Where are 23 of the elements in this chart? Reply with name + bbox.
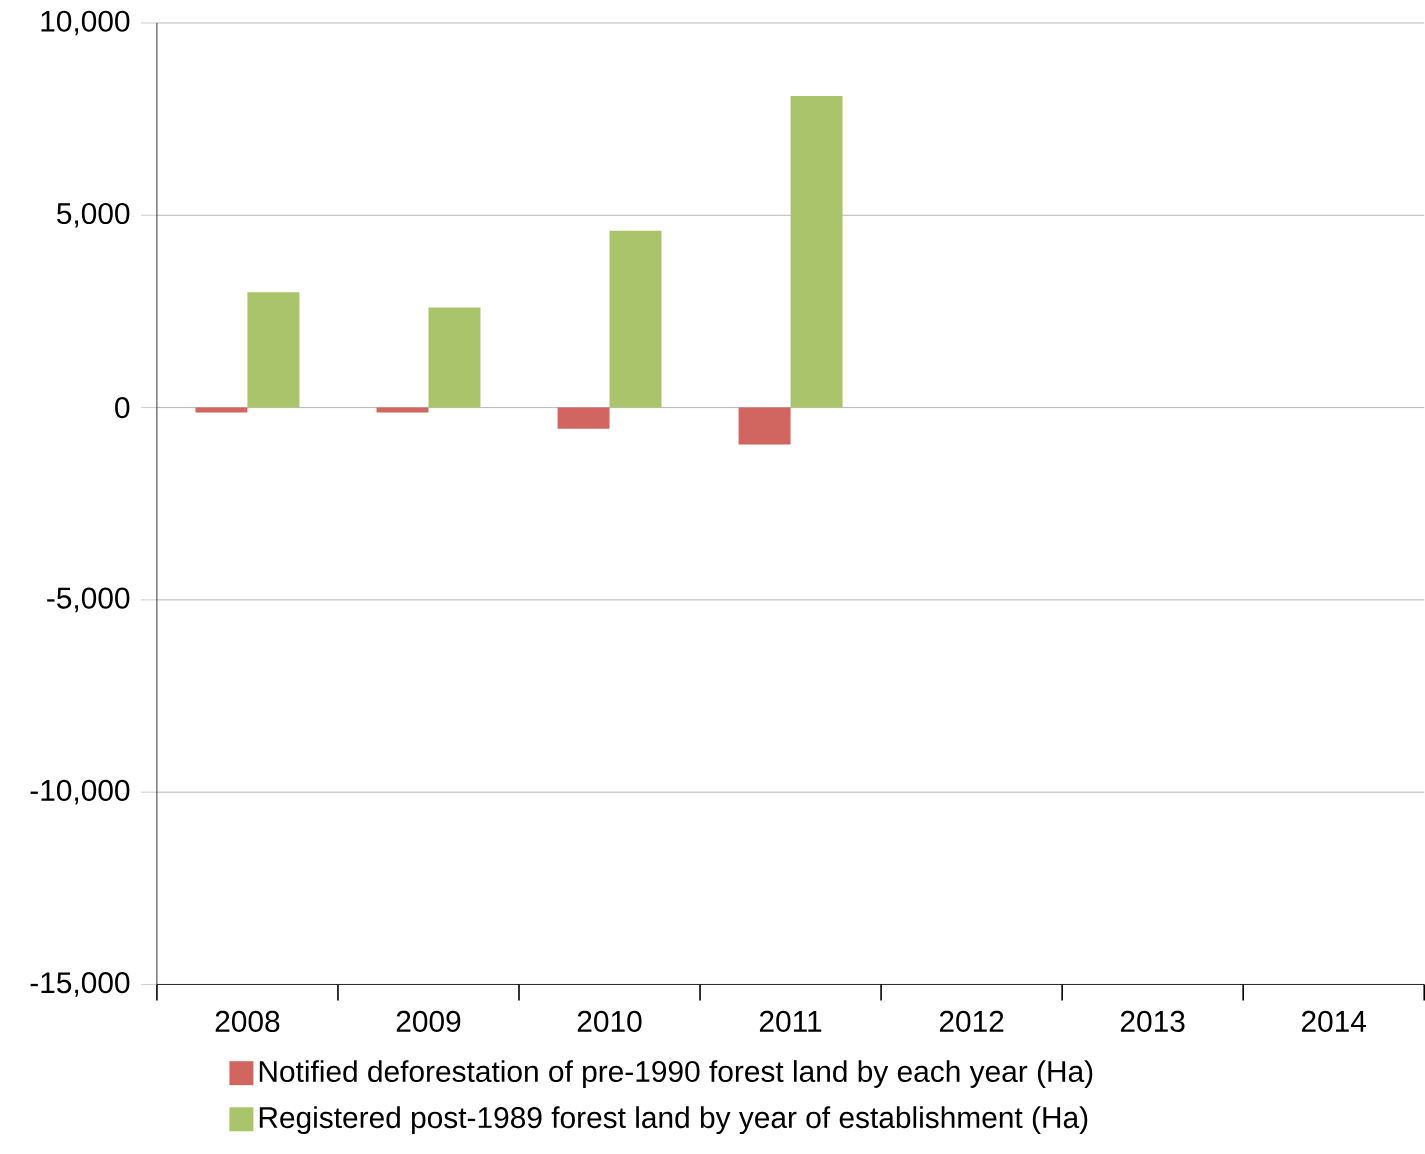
legend-label: Notified deforestation of pre-1990 forest land by each year (Ha)	[259, 1059, 1093, 1088]
x-tick-label: 2012	[939, 1010, 1004, 1032]
legend-label: Registered post-1989 forest land by year of establishment (Ha)	[259, 1106, 1088, 1134]
bar	[376, 407, 429, 413]
bar	[428, 307, 481, 408]
y-tick-label: -5,000	[47, 587, 130, 613]
bar	[790, 95, 843, 408]
x-tick-label: 2009	[396, 1010, 461, 1032]
bar	[247, 292, 300, 408]
y-tick-label: 0	[115, 396, 130, 418]
x-tick-label: 2014	[1301, 1010, 1367, 1032]
y-tick-label: 5,000	[57, 202, 130, 228]
y-tick-label: -10,000	[30, 779, 130, 805]
x-tick-label: 2011	[759, 1010, 822, 1032]
bar	[557, 407, 610, 429]
y-tick-label: 10,000	[41, 10, 130, 36]
x-tick-label: 2008	[215, 1010, 280, 1032]
bar	[195, 407, 248, 413]
x-tick-label: 2010	[577, 1010, 642, 1032]
x-tick-label: 2013	[1120, 1010, 1185, 1032]
bar	[609, 230, 662, 408]
bar	[738, 407, 791, 445]
y-tick-label: -15,000	[30, 971, 130, 997]
